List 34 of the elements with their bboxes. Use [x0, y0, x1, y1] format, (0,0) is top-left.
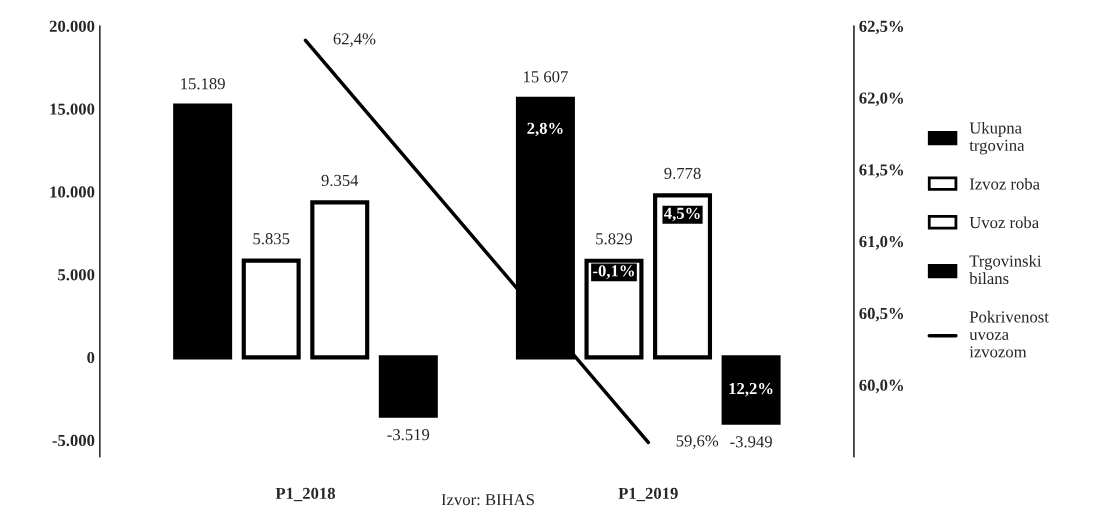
- y-tick-label: 10.000: [50, 186, 95, 198]
- annotation: 4,5%: [664, 207, 700, 222]
- y2-tick-label: 62,5%: [859, 20, 904, 35]
- legend-label: Pokrivenost uvoza izvozom: [969, 310, 1049, 358]
- annotation: 2,8%: [527, 122, 563, 137]
- y2-tick-label: 60,0%: [859, 379, 904, 394]
- data-label: 15.189: [181, 78, 225, 90]
- legend-label: Trgovinski bilans: [969, 254, 1042, 285]
- x-tick-label: P1_2018: [275, 487, 336, 502]
- y-tick-label: 0: [87, 352, 95, 364]
- text: Izvor: BIHAS: [441, 494, 534, 506]
- data-label: 15 607: [523, 71, 568, 83]
- y2-tick-label: 61,5%: [859, 164, 904, 178]
- data-label: 9.778: [664, 167, 701, 180]
- annotation: 12,2%: [729, 382, 773, 397]
- y-tick-label: 20.000: [49, 20, 95, 32]
- y2-tick-label: 62,0%: [859, 92, 904, 107]
- legend-label: Ukupna trgovina: [969, 121, 1025, 155]
- y2-tick-label: 60,5%: [859, 307, 904, 322]
- legend-label: Uvoz roba: [969, 216, 1039, 229]
- data-label: 62,4%: [333, 33, 376, 47]
- y-tick-label: 5.000: [58, 269, 95, 281]
- y-tick-label: -5.000: [52, 434, 95, 447]
- data-label: 9.354: [321, 174, 359, 187]
- data-label: 5.835: [253, 233, 290, 245]
- legend-label: Izvoz roba: [969, 177, 1040, 190]
- y2-tick-label: 61,0%: [859, 236, 904, 250]
- y-tick-label: 15.000: [50, 103, 95, 115]
- data-label: 5.829: [596, 233, 633, 245]
- data-label: -3.519: [387, 429, 430, 441]
- data-label: -3.949: [730, 436, 772, 448]
- data-label: 59,6%: [676, 435, 719, 449]
- x-tick-label: P1_2019: [618, 487, 678, 502]
- annotation: -0,1%: [593, 265, 634, 279]
